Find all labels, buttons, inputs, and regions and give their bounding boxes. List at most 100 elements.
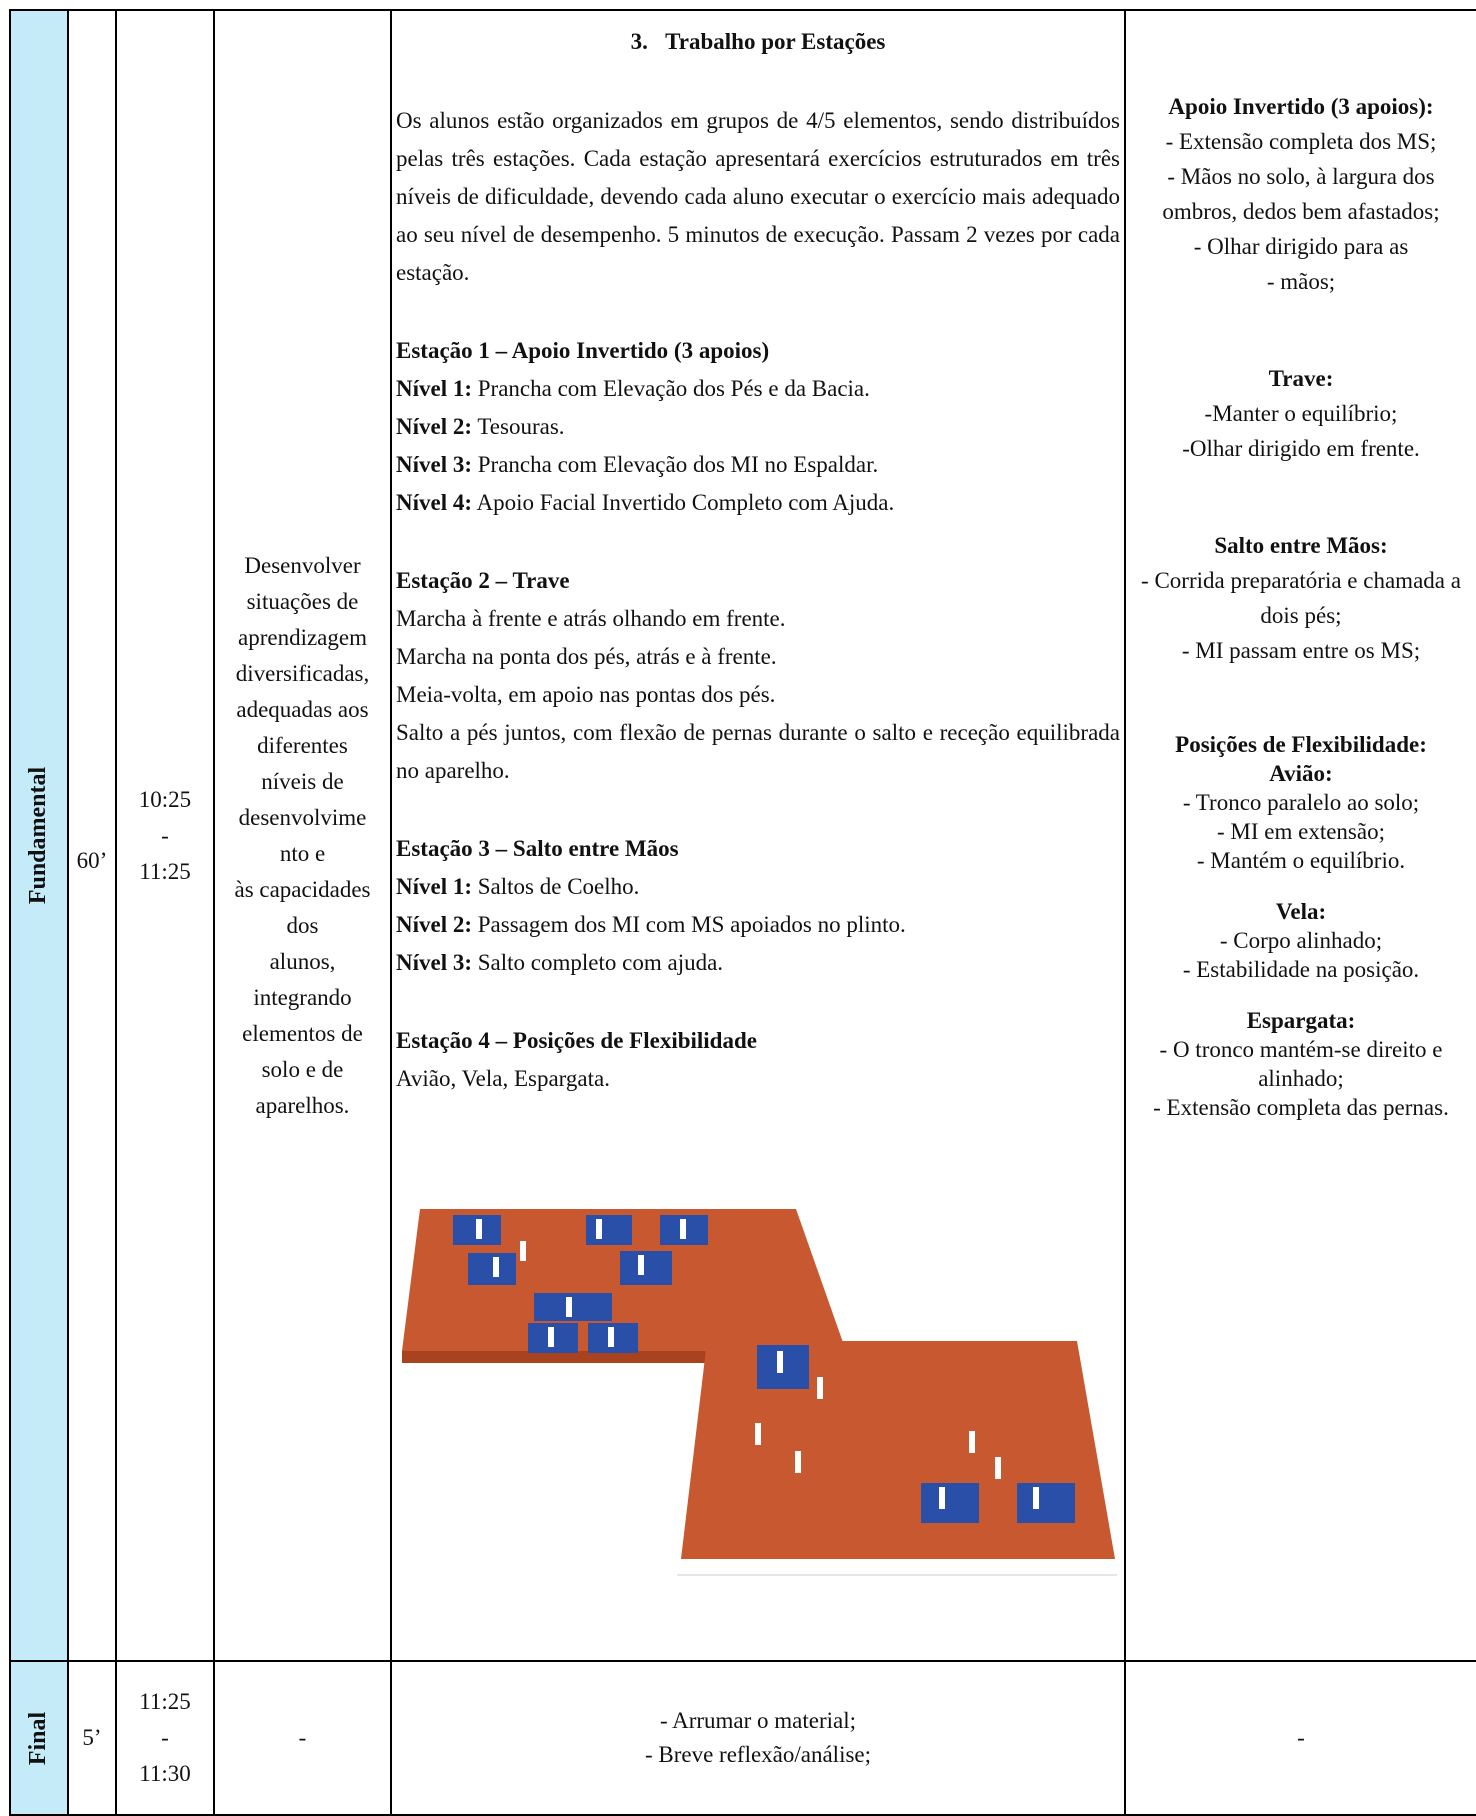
station-title: Estação 4 – Posições de Flexibilidade [396, 1028, 757, 1053]
station-item: Marcha na ponta dos pés, atrás e à frent… [396, 638, 1120, 676]
criteria-cell: Apoio Invertido (3 apoios): - Extensão co… [1124, 9, 1476, 1660]
objective: - [298, 1725, 307, 1750]
criteria-subtitle: Avião: [1269, 761, 1333, 786]
station: Estação 4 – Posições de Flexibilidade Avi… [396, 1022, 1120, 1098]
level-label: Nível 1: [396, 874, 473, 899]
objective-line: alunos, [269, 948, 336, 974]
objective-line: Desenvolver [244, 552, 361, 578]
content-line: - Breve reflexão/análise; [644, 1742, 872, 1767]
item-text: Marcha à frente e atrás olhando em frent… [396, 606, 786, 631]
heading-number: 3. [630, 29, 648, 54]
item-text: Salto completo com ajuda. [477, 950, 724, 975]
objective-line: integrando [253, 984, 352, 1010]
station: Estação 2 – Trave Marcha à frente e atrás… [396, 562, 1120, 790]
duration: 5’ [82, 1725, 102, 1750]
station-title: Estação 3 – Salto entre Mãos [396, 836, 679, 861]
criteria-title: Trave: [1268, 366, 1334, 391]
phase: Fundamental [25, 766, 52, 905]
item-text: Apoio Facial Invertido Completo com Ajud… [476, 490, 895, 515]
time-line: 10:25 [138, 786, 192, 812]
criteria: - [1297, 1725, 1305, 1750]
level-label: Nível 1: [396, 376, 473, 401]
heading-text: Trabalho por Estações [665, 29, 886, 54]
criteria-block: Posições de Flexibilidade: Avião: - Tronco… [1132, 730, 1470, 875]
item-text: Prancha com Elevação dos MI no Espaldar. [477, 452, 879, 477]
criteria-line: - mãos; [1266, 269, 1336, 294]
criteria-title: Salto entre Mãos: [1214, 533, 1388, 558]
objective-line: dos [286, 912, 319, 938]
station-title: Estação 1 – Apoio Invertido (3 apoios) [396, 338, 770, 363]
criteria-title: Vela: [1275, 899, 1327, 924]
criteria-line: -Manter o equilíbrio; [1204, 401, 1398, 426]
phase: Final [25, 1711, 52, 1765]
item-text: Prancha com Elevação dos Pés e da Bacia. [477, 376, 870, 401]
illustration-1 [402, 1209, 846, 1363]
station-item: Nível 2: Tesouras. [396, 408, 1120, 446]
duration: 60’ [76, 847, 108, 873]
station: Estação 3 – Salto entre Mãos Nível 1: Sal… [396, 830, 1120, 982]
level-label: Nível 2: [396, 912, 473, 937]
level-label: Nível 2: [396, 414, 473, 439]
objective-line: diferentes [257, 732, 348, 758]
level-label: Nível 3: [396, 452, 473, 477]
criteria-line: - Extensão completa das pernas. [1153, 1095, 1449, 1120]
criteria-cell: - [1124, 1660, 1476, 1816]
heading: 3. Trabalho por Estações [396, 23, 1120, 61]
criteria-title: Espargata: [1246, 1008, 1356, 1033]
station-item: Salto a pés juntos, com flexão de pernas… [396, 714, 1120, 790]
station-title: Estação 2 – Trave [396, 568, 570, 593]
intro: Os alunos estão organizados em grupos de… [396, 108, 1120, 285]
illustration-2 [677, 1341, 1117, 1576]
objective-line: aparelhos. [255, 1092, 350, 1118]
time-cell: 10:25 - 11:25 [115, 9, 213, 1660]
criteria-block: Salto entre Mãos: - Corrida preparatória … [1132, 528, 1470, 668]
item-text: Salto a pés juntos, com flexão de pernas… [396, 720, 1120, 783]
objective-cell: Desenvolver situações de aprendizagem diver… [213, 9, 390, 1660]
level-label: Nível 4: [396, 490, 473, 515]
station-item: Nível 3: Salto completo com ajuda. [396, 944, 1120, 982]
duration-cell: 60’ [67, 9, 115, 1660]
station-item: Avião, Vela, Espargata. [396, 1060, 1120, 1098]
criteria-block: Vela: - Corpo alinhado; - Estabilidade na … [1132, 897, 1470, 984]
time-line: - [161, 1725, 169, 1750]
content-cell: 3. Trabalho por Estações Os alunos estão… [390, 9, 1124, 1660]
criteria-line: -Olhar dirigido em frente. [1182, 436, 1420, 461]
court [681, 1341, 1115, 1559]
criteria-line: - Corpo alinhado; [1219, 928, 1383, 953]
objective-line: nto e [279, 840, 326, 866]
criteria-block: Espargata: - O tronco mantém-se direito e… [1132, 1006, 1470, 1122]
station-item: Marcha à frente e atrás olhando em frent… [396, 600, 1120, 638]
duration-cell: 5’ [67, 1660, 115, 1816]
objective-line: situações de [246, 588, 359, 614]
station-item: Nível 2: Passagem dos MI com MS apoiados… [396, 906, 1120, 944]
objective-line: solo e de [261, 1056, 344, 1082]
criteria-block: Apoio Invertido (3 apoios): - Extensão co… [1132, 89, 1470, 299]
item-text: Marcha na ponta dos pés, atrás e à frent… [396, 644, 777, 669]
item-text: Passagem dos MI com MS apoiados no plint… [477, 912, 906, 937]
content-line: - Arrumar o material; [659, 1708, 857, 1733]
objective-line: elementos de [242, 1020, 363, 1046]
objective-line: níveis de [261, 768, 344, 794]
item-text: Saltos de Coelho. [477, 874, 640, 899]
time-line: - [161, 822, 169, 848]
objective-line: adequadas aos [236, 696, 369, 722]
criteria-block: Trave: -Manter o equilíbrio; -Olhar dirigi… [1132, 361, 1470, 466]
criteria-line: - O tronco mantém-se direito e alinhado; [1159, 1037, 1443, 1091]
content-cell: - Arrumar o material; - Breve reflexão/an… [390, 1660, 1124, 1816]
objective-line: diversificadas, [235, 660, 370, 686]
time-cell: 11:25 - 11:30 [115, 1660, 213, 1816]
criteria-line: - Olhar dirigido para as [1193, 234, 1409, 259]
criteria-line: - Mantém o equilíbrio. [1196, 848, 1406, 873]
time-line: 11:25 [139, 1689, 191, 1714]
objective-line: às capacidades [234, 876, 371, 902]
station-item: Nível 4: Apoio Facial Invertido Completo… [396, 484, 1120, 522]
objective-line: aprendizagem [238, 624, 367, 650]
item-text: Meia-volta, em apoio nas pontas dos pés. [396, 682, 776, 707]
criteria-line: - Estabilidade na posição. [1182, 957, 1420, 982]
criteria-title: Apoio Invertido (3 apoios): [1168, 94, 1434, 119]
criteria-line: - MI passam entre os MS; [1181, 638, 1421, 663]
objective-cell: - [213, 1660, 390, 1816]
station-item: Meia-volta, em apoio nas pontas dos pés. [396, 676, 1120, 714]
station: Estação 1 – Apoio Invertido (3 apoios) Ní… [396, 332, 1120, 522]
